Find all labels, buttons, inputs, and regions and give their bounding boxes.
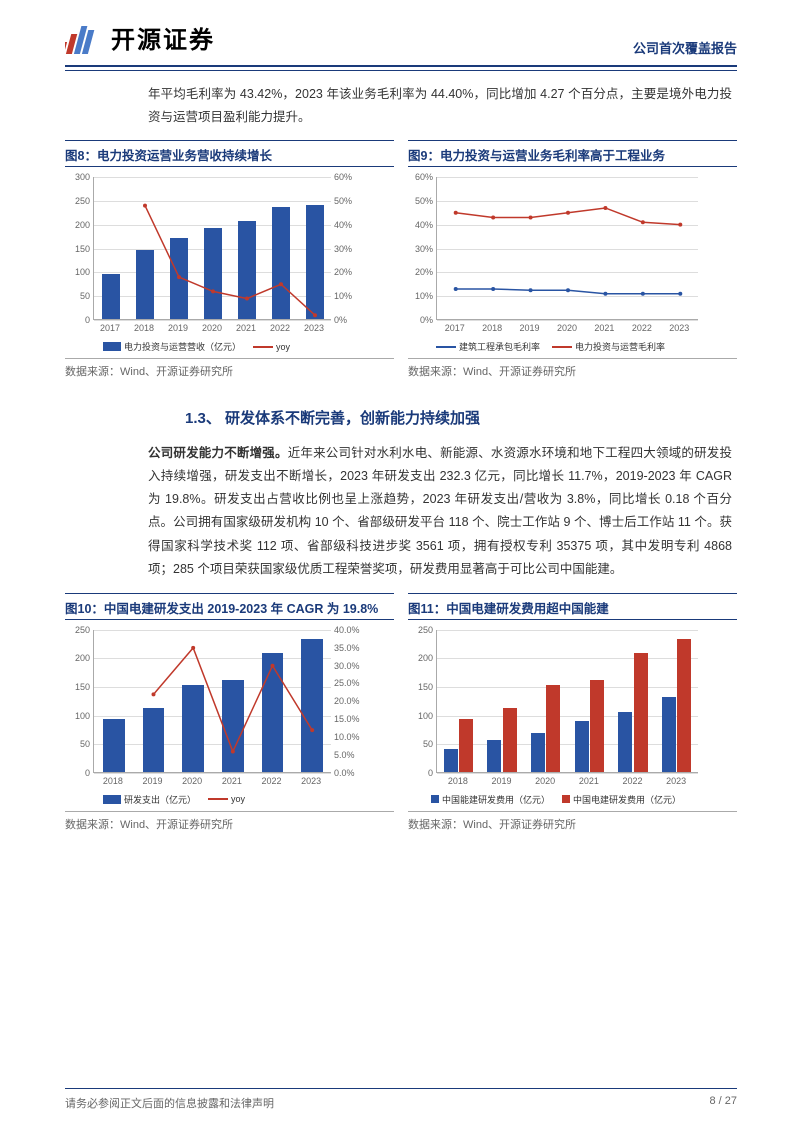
page-header: 开源证券 公司首次覆盖报告 <box>0 0 802 65</box>
chart10-title: 图10：中国电建研发支出 2019-2023 年 CAGR 为 19.8% <box>65 593 394 620</box>
chart9-title: 图9：电力投资与运营业务毛利率高于工程业务 <box>408 140 737 167</box>
brand-name: 开源证券 <box>111 20 215 55</box>
chart8-source: 数据来源：Wind、开源证券研究所 <box>65 358 394 379</box>
brand-logo: 开源证券 <box>65 20 215 56</box>
chart10-container: 图10：中国电建研发支出 2019-2023 年 CAGR 为 19.8% 05… <box>65 593 394 832</box>
chart9-plot: 0%10%20%30%40%50%60%20172018201920202021… <box>408 171 737 356</box>
section-1-3-title: 1.3、 研发体系不断完善，创新能力持续加强 <box>0 379 802 438</box>
chart10-plot: 0501001502002500.0%5.0%10.0%15.0%20.0%25… <box>65 624 394 809</box>
charts-row-2: 图10：中国电建研发支出 2019-2023 年 CAGR 为 19.8% 05… <box>0 589 802 832</box>
footer-disclaimer: 请务必参阅正文后面的信息披露和法律声明 <box>65 1095 274 1111</box>
logo-icon <box>65 20 101 56</box>
page-footer: 请务必参阅正文后面的信息披露和法律声明 8 / 27 <box>65 1088 737 1111</box>
chart9-source: 数据来源：Wind、开源证券研究所 <box>408 358 737 379</box>
chart8-plot: 0501001502002503000%10%20%30%40%50%60%20… <box>65 171 394 356</box>
chart10-source: 数据来源：Wind、开源证券研究所 <box>65 811 394 832</box>
footer-page-number: 8 / 27 <box>709 1095 737 1111</box>
chart8-container: 图8：电力投资运营业务营收持续增长 0501001502002503000%10… <box>65 140 394 379</box>
section-1-3-body: 公司研发能力不断增强。近年来公司针对水利水电、新能源、水资源水环境和地下工程四大… <box>0 438 802 589</box>
chart11-title: 图11：中国电建研发费用超中国能建 <box>408 593 737 620</box>
chart9-container: 图9：电力投资与运营业务毛利率高于工程业务 0%10%20%30%40%50%6… <box>408 140 737 379</box>
body-rest: 近年来公司针对水利水电、新能源、水资源水环境和地下工程四大领域的研发投入持续增强… <box>148 446 732 576</box>
chart11-container: 图11：中国电建研发费用超中国能建 0501001502002502018201… <box>408 593 737 832</box>
report-type: 公司首次覆盖报告 <box>633 18 737 57</box>
body-bold-lead: 公司研发能力不断增强。 <box>148 446 288 460</box>
header-rule-thick <box>65 65 737 67</box>
chart8-title: 图8：电力投资运营业务营收持续增长 <box>65 140 394 167</box>
chart11-source: 数据来源：Wind、开源证券研究所 <box>408 811 737 832</box>
chart11-plot: 050100150200250201820192020202120222023中… <box>408 624 737 809</box>
charts-row-1: 图8：电力投资运营业务营收持续增长 0501001502002503000%10… <box>0 136 802 379</box>
intro-paragraph: 年平均毛利率为 43.42%，2023 年该业务毛利率为 44.40%，同比增加… <box>0 71 802 136</box>
